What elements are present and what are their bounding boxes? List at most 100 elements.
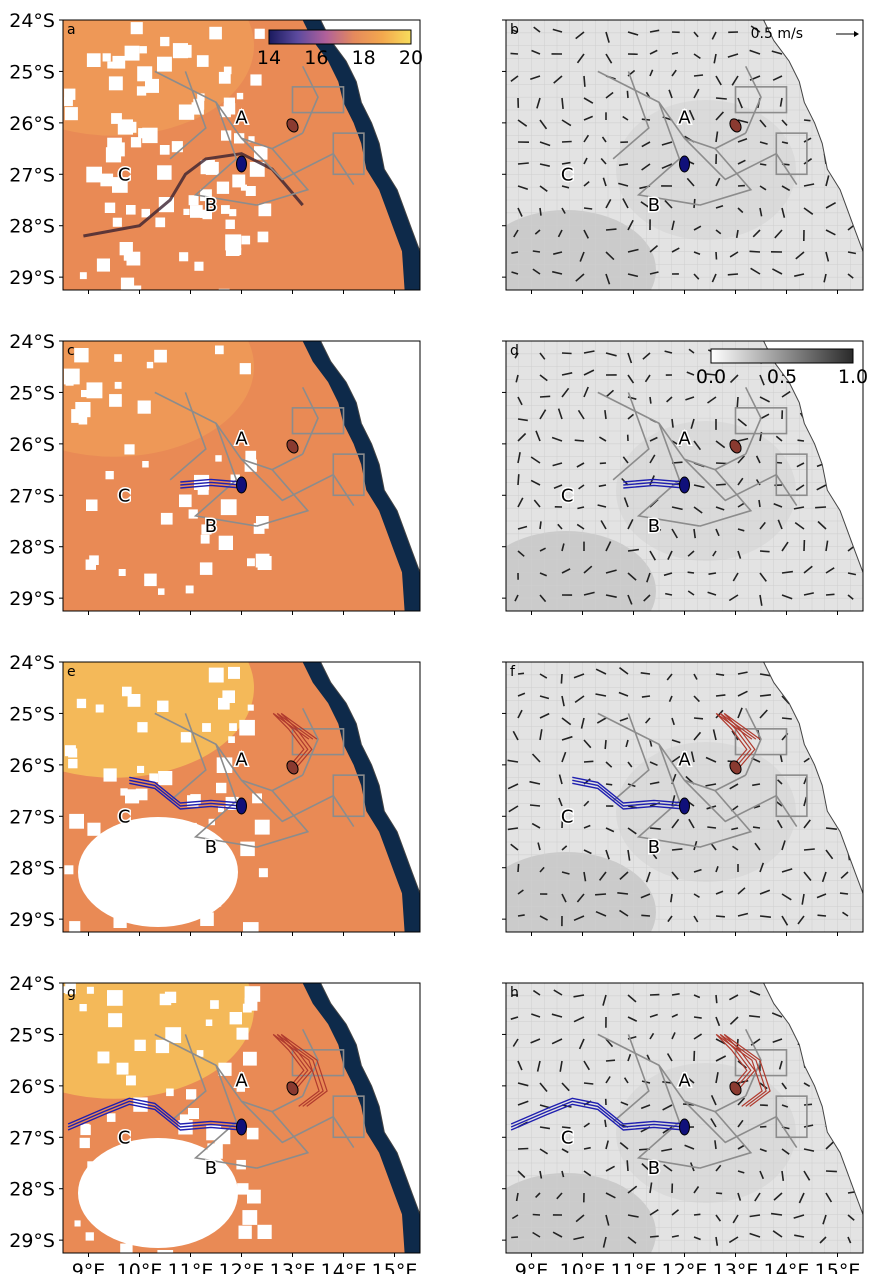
lon-tick-label: 13°E bbox=[270, 1260, 316, 1274]
current-arrow bbox=[649, 1209, 659, 1216]
panel-d-map: A B C bbox=[506, 341, 863, 611]
missing-data-cell bbox=[155, 1039, 170, 1054]
missing-data-cell bbox=[132, 285, 142, 290]
current-arrow bbox=[732, 572, 739, 582]
current-arrow bbox=[573, 1236, 585, 1241]
current-arrow bbox=[667, 550, 673, 560]
current-arrow bbox=[710, 1118, 717, 1128]
current-arrow bbox=[517, 474, 520, 486]
current-arrow bbox=[532, 989, 541, 996]
missing-data-cell bbox=[142, 127, 158, 144]
red-release-site bbox=[729, 760, 742, 775]
lat-tick-label: 29°S bbox=[9, 909, 55, 931]
missing-data-cell bbox=[201, 524, 212, 535]
red-release-site bbox=[729, 1081, 742, 1096]
current-arrow bbox=[618, 691, 629, 697]
current-arrow bbox=[583, 849, 592, 855]
current-arrow bbox=[685, 396, 695, 401]
missing-data-cell bbox=[65, 377, 74, 386]
current-arrow bbox=[781, 1170, 785, 1182]
missing-data-cell bbox=[218, 806, 225, 813]
missing-data-cell bbox=[247, 704, 254, 711]
eddy-area bbox=[616, 421, 796, 561]
current-arrow bbox=[688, 818, 695, 829]
survey-track bbox=[256, 148, 310, 206]
current-arrow bbox=[539, 729, 543, 741]
current-arrow bbox=[539, 547, 546, 552]
current-arrow bbox=[605, 352, 617, 357]
sst-colorbar-tick: 20 bbox=[399, 47, 423, 69]
eddy-area bbox=[616, 100, 796, 240]
current-arrow bbox=[825, 567, 835, 574]
current-arrow bbox=[512, 1038, 519, 1047]
missing-data-cell bbox=[74, 1220, 81, 1227]
current-arrow bbox=[517, 1060, 523, 1071]
current-arrow bbox=[728, 1236, 739, 1244]
current-arrow bbox=[511, 271, 519, 275]
survey-box bbox=[734, 728, 788, 756]
missing-data-cell bbox=[194, 261, 204, 271]
current-arrow bbox=[781, 915, 789, 926]
current-arrow bbox=[671, 1234, 679, 1238]
missing-data-cell bbox=[218, 697, 230, 710]
current-arrow bbox=[561, 871, 570, 875]
lat-tick-label: 25°S bbox=[9, 61, 55, 83]
current-arrow bbox=[625, 739, 629, 748]
current-arrow bbox=[713, 53, 717, 64]
current-arrow bbox=[666, 396, 673, 403]
current-arrow bbox=[715, 994, 718, 1004]
current-arrow bbox=[749, 990, 761, 996]
missing-data-cell bbox=[160, 512, 173, 525]
current-arrow bbox=[583, 1146, 591, 1150]
current-arrow bbox=[517, 1170, 526, 1179]
current-arrow bbox=[737, 437, 749, 442]
fast-current-area bbox=[506, 1173, 656, 1253]
current-arrow bbox=[529, 780, 541, 785]
missing-data-cell bbox=[220, 106, 231, 118]
blue-release-site bbox=[236, 1118, 247, 1136]
current-arrow bbox=[627, 827, 637, 835]
current-arrow bbox=[532, 1231, 541, 1238]
current-arrow bbox=[575, 273, 585, 282]
current-arrow bbox=[752, 229, 761, 238]
current-arrow bbox=[781, 141, 789, 145]
current-arrow bbox=[671, 993, 680, 996]
current-arrow bbox=[556, 1192, 563, 1200]
current-arrow bbox=[749, 250, 761, 253]
current-arrow bbox=[798, 1192, 805, 1204]
current-arrow bbox=[649, 69, 654, 77]
current-arrow bbox=[772, 268, 783, 275]
land bbox=[320, 662, 420, 901]
current-arrow bbox=[539, 695, 550, 700]
current-arrow bbox=[715, 1164, 722, 1172]
current-arrow bbox=[578, 1038, 585, 1050]
current-arrow bbox=[690, 751, 695, 763]
missing-data-cell bbox=[225, 219, 235, 229]
current-arrow bbox=[576, 53, 585, 64]
current-arrow bbox=[561, 1082, 570, 1092]
current-arrow bbox=[803, 1082, 811, 1087]
current-arrow bbox=[595, 910, 607, 917]
current-arrow bbox=[693, 1016, 702, 1019]
current-arrow bbox=[715, 1072, 719, 1084]
current-arrow bbox=[715, 111, 724, 121]
region-label-c: C bbox=[118, 1127, 131, 1148]
missing-data-cell bbox=[245, 450, 257, 462]
lon-tick-label: 13°E bbox=[713, 1260, 759, 1274]
region-label-a: A bbox=[678, 108, 691, 129]
missing-data-cell bbox=[242, 1003, 252, 1013]
current-arrow bbox=[759, 1082, 768, 1090]
survey-track bbox=[683, 458, 798, 507]
blue-trajectory bbox=[129, 779, 242, 807]
current-arrow bbox=[777, 779, 783, 785]
current-arrow bbox=[754, 842, 761, 851]
survey-box bbox=[291, 728, 345, 756]
current-arrow bbox=[664, 199, 673, 209]
panel-f: A B Cf bbox=[502, 661, 864, 936]
current-arrow bbox=[627, 273, 639, 278]
red-trajectory bbox=[276, 1033, 324, 1107]
lat-tick-label: 26°S bbox=[9, 1076, 55, 1098]
survey-track bbox=[597, 712, 747, 792]
missing-data-cell bbox=[249, 161, 265, 177]
survey-track bbox=[699, 790, 753, 848]
